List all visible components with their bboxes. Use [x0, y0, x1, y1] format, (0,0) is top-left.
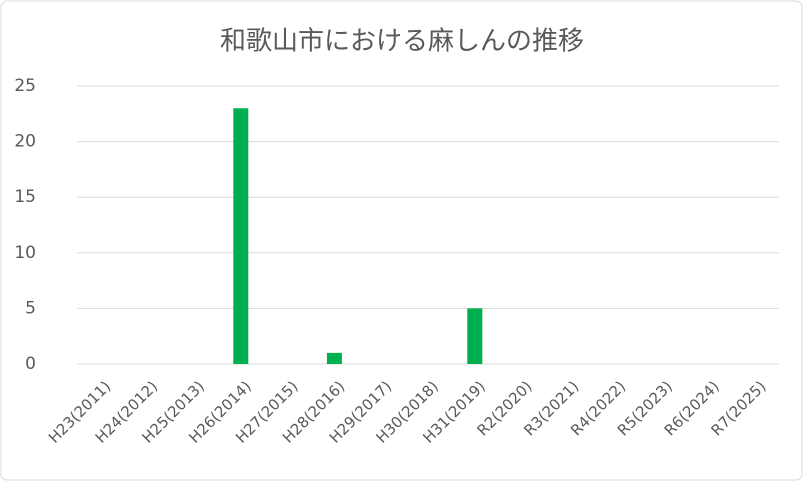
- y-tick-label: 20: [14, 132, 36, 152]
- bar: [233, 108, 249, 365]
- y-tick-label: 0: [25, 354, 36, 374]
- bar: [467, 308, 483, 364]
- y-tick-label: 5: [25, 298, 36, 318]
- y-tick-label: 25: [14, 76, 36, 96]
- y-tick-label: 15: [14, 187, 36, 207]
- chart-title: 和歌山市における麻しんの推移: [220, 27, 584, 57]
- bar: [326, 352, 342, 364]
- y-tick-label: 10: [14, 243, 36, 263]
